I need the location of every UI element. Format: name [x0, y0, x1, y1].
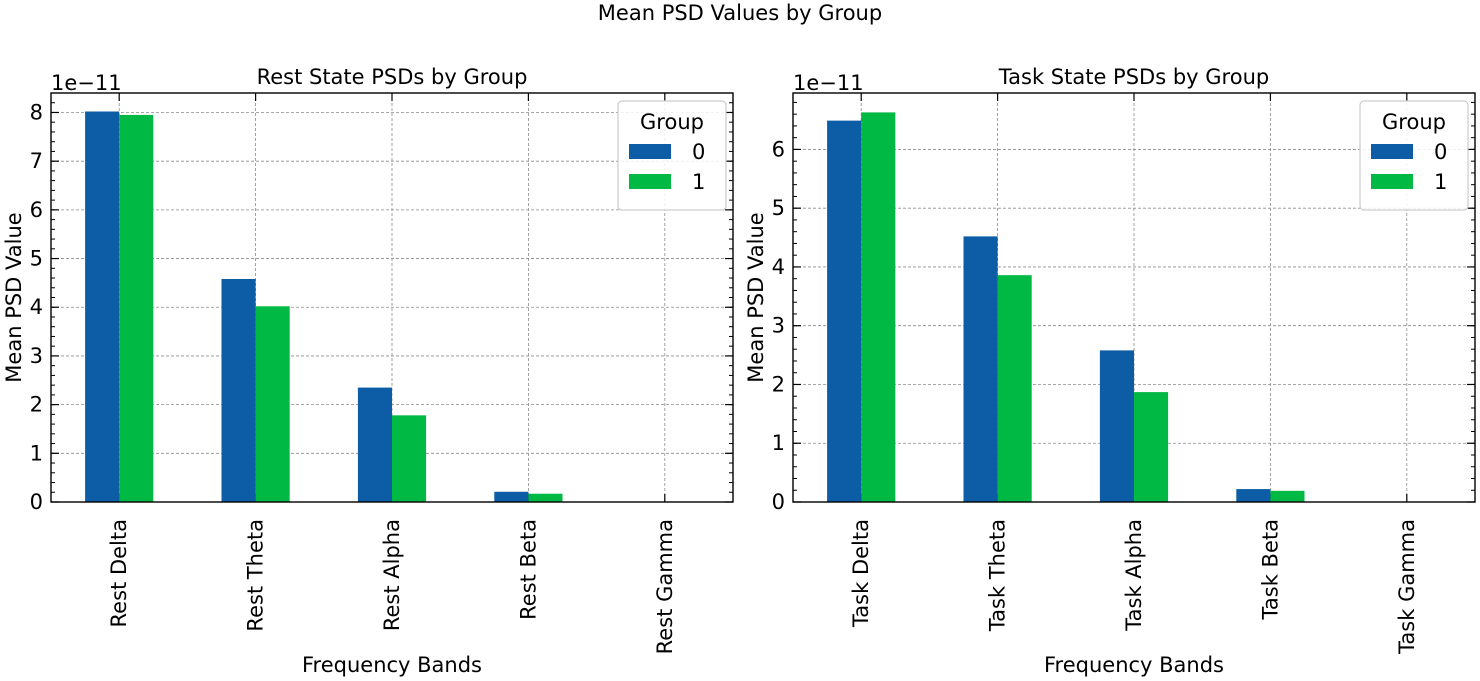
- legend: Group 0 1: [1359, 100, 1469, 211]
- y-tick-label: 2: [30, 393, 43, 417]
- bar: [861, 112, 896, 502]
- bar: [85, 111, 120, 502]
- bar: [1270, 490, 1305, 502]
- bar: [494, 491, 529, 502]
- x-axis-label: Frequency Bands: [302, 653, 482, 677]
- bar: [357, 387, 392, 502]
- chart-panel-1: 0 1 2 3 4 5 6 7 8 Rest Delta Rest Theta Rest Alpha R…: [2, 65, 734, 677]
- y-tick-label: 4: [772, 255, 785, 279]
- legend-label: 0: [692, 140, 705, 164]
- x-tick-label: Task Gamma: [1395, 519, 1419, 655]
- y-tick-label: 3: [30, 344, 43, 368]
- legend-swatch: [1371, 144, 1413, 159]
- y-axis-label: Mean PSD Value: [2, 212, 26, 382]
- bar: [827, 120, 862, 502]
- legend: Group 0 1: [617, 100, 727, 211]
- x-tick-label: Task Delta: [849, 519, 873, 628]
- y-tick-label: 6: [30, 198, 43, 222]
- legend-swatch: [629, 144, 671, 159]
- axes-title: Task State PSDs by Group: [998, 65, 1269, 89]
- y-tick-label: 1: [772, 431, 785, 455]
- bar: [255, 306, 290, 502]
- axes-frame: [792, 92, 1476, 503]
- legend-label: 0: [1434, 140, 1447, 164]
- bar: [392, 415, 427, 502]
- legend-swatch: [629, 174, 671, 189]
- y-tick-label: 2: [772, 372, 785, 396]
- y-tick-label: 5: [30, 247, 43, 271]
- y-tick-label: 0: [772, 490, 785, 514]
- bar: [1236, 489, 1271, 502]
- x-tick-label: Rest Delta: [107, 519, 131, 627]
- x-tick-label: Rest Beta: [516, 519, 540, 620]
- y-tick-label: 5: [772, 196, 785, 220]
- series-group-0: [85, 111, 665, 502]
- legend-title: Group: [640, 110, 704, 134]
- bar: [963, 236, 998, 502]
- bar: [1134, 392, 1169, 502]
- axes-title: Rest State PSDs by Group: [257, 65, 528, 89]
- chart-panel-2: 0 1 2 3 4 5 6 Task Delta Task Theta Task Alpha Tas…: [744, 65, 1476, 677]
- series-group-1: [861, 112, 1441, 502]
- legend-title: Group: [1382, 110, 1446, 134]
- x-tick-label: Task Theta: [986, 519, 1010, 632]
- series-group-1: [119, 114, 699, 503]
- y-tick-label: 0: [30, 490, 43, 514]
- bar: [119, 114, 154, 503]
- offset-label: 1e−11: [51, 71, 122, 95]
- legend-label: 1: [692, 170, 705, 194]
- y-tick-label: 4: [30, 295, 43, 319]
- legend-swatch: [1371, 174, 1413, 189]
- x-tick-label: Rest Theta: [244, 519, 268, 632]
- y-tick-label: 3: [772, 314, 785, 338]
- axes-frame: [50, 92, 734, 503]
- y-tick-label: 8: [30, 100, 43, 124]
- y-tick-label: 6: [772, 137, 785, 161]
- x-tick-label: Task Beta: [1258, 519, 1282, 620]
- x-tick-label: Rest Gamma: [653, 519, 677, 654]
- x-tick-label: Task Alpha: [1122, 519, 1146, 632]
- figure-suptitle: Mean PSD Values by Group: [598, 1, 882, 25]
- bar: [528, 493, 563, 502]
- bar: [1099, 350, 1134, 502]
- offset-label: 1e−11: [793, 71, 864, 95]
- bar: [221, 278, 256, 502]
- bar: [997, 275, 1032, 502]
- legend-label: 1: [1434, 170, 1447, 194]
- x-axis-label: Frequency Bands: [1044, 653, 1224, 677]
- x-tick-label: Rest Alpha: [380, 519, 404, 631]
- y-axis-label: Mean PSD Value: [744, 212, 768, 382]
- y-tick-label: 1: [30, 441, 43, 465]
- series-group-0: [827, 120, 1407, 502]
- y-tick-label: 7: [30, 149, 43, 173]
